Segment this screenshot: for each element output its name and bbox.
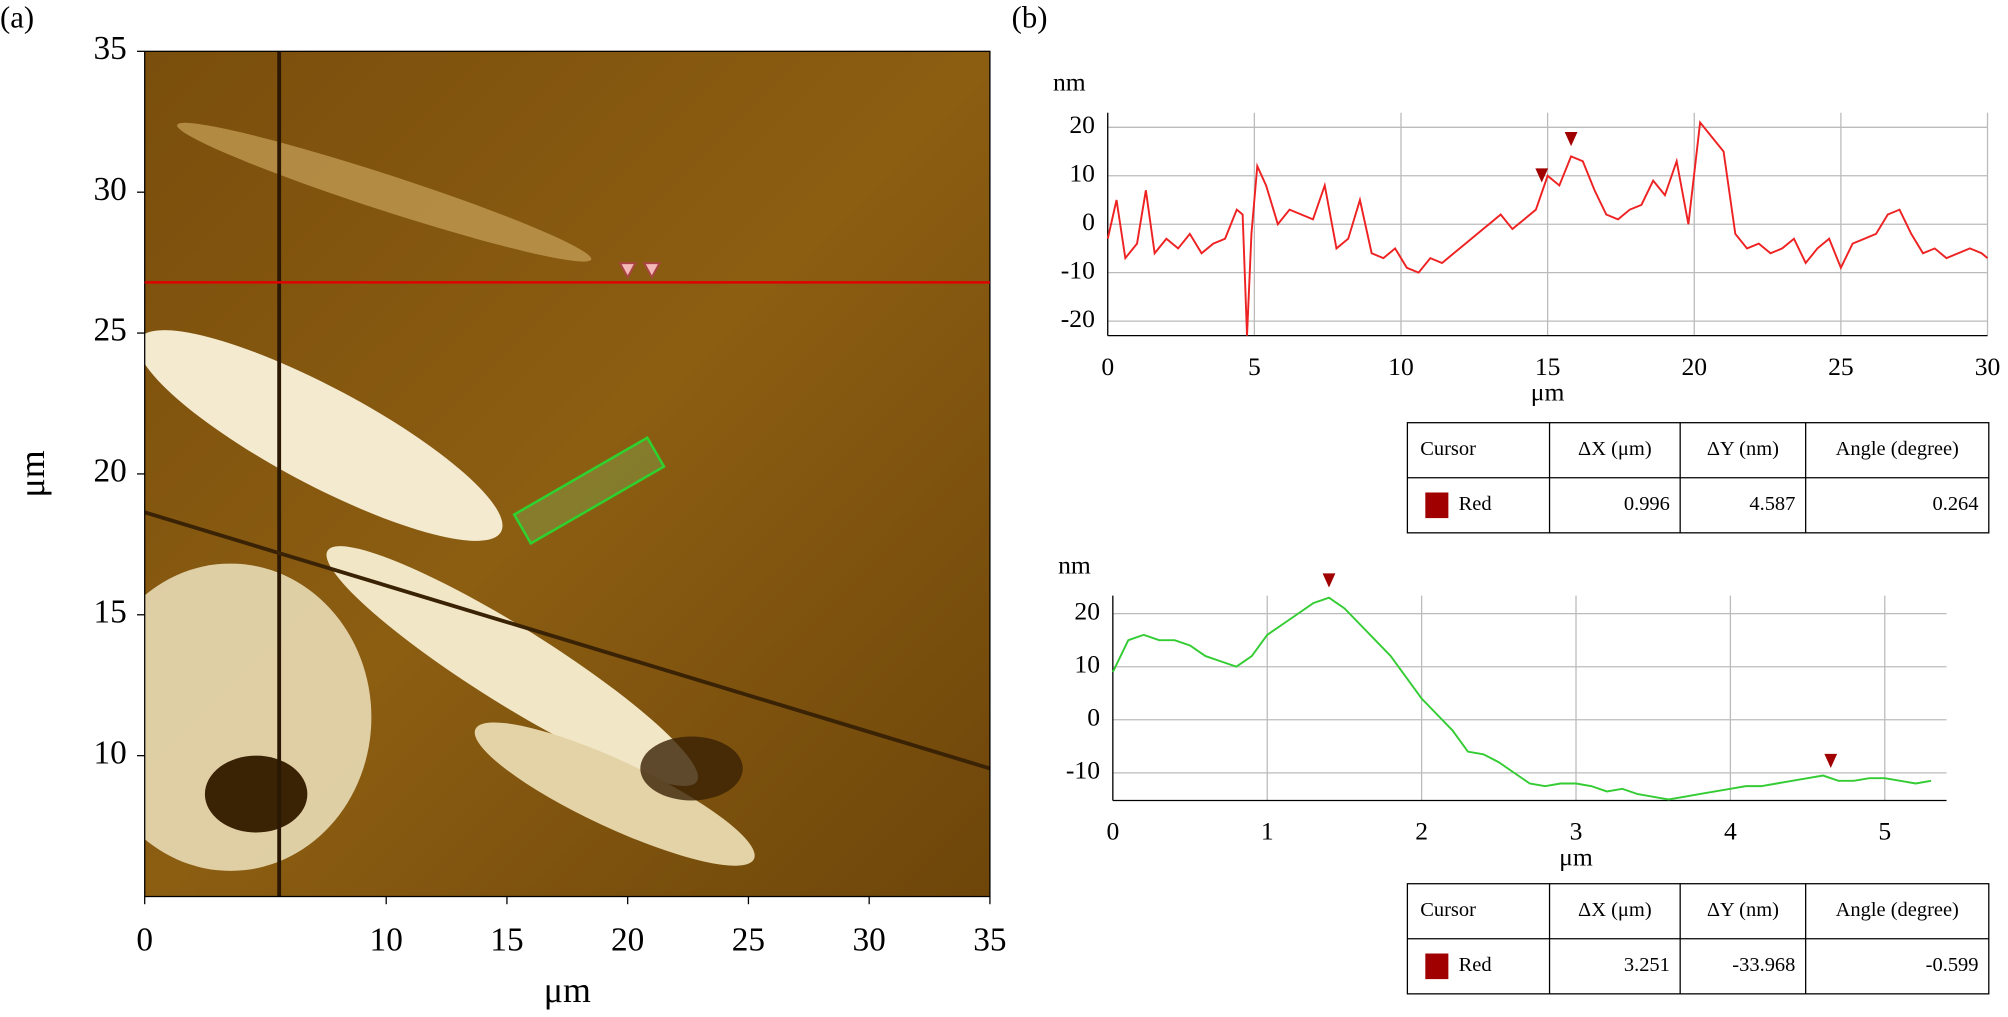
table-header: Angle (degree) [1836,899,1959,921]
x-tick-label: 20 [1681,352,1707,381]
x-axis-label: μm [1559,842,1593,871]
y-tick-label: 30 [93,171,126,208]
table-cell: -33.968 [1732,954,1795,976]
y-tick-label: 10 [93,734,126,771]
table-cell: 4.587 [1749,493,1795,515]
y-tick-label: 10 [1069,159,1095,188]
y-tick-label: 20 [1074,597,1100,626]
y-tick-label: 0 [1087,703,1100,732]
y-axis-label: nm [1058,550,1091,579]
profile-line [1106,120,1989,336]
x-tick-label: 3 [1570,817,1583,846]
y-tick-label: 20 [93,453,126,490]
x-tick-label: 15 [490,921,523,958]
x-tick-label: 5 [1248,352,1261,381]
x-axis-label: μm [1531,377,1565,406]
x-axis-label: μm [544,970,591,1010]
table-header: ΔX (μm) [1578,438,1652,460]
cursor-marker [1564,132,1578,147]
cursor-marker [618,262,637,280]
table-header: ΔY (nm) [1707,899,1779,921]
y-axis-label: nm [1053,67,1086,96]
y-tick-label: -10 [1061,256,1095,285]
x-tick-label: 20 [611,921,644,958]
x-tick-label: 4 [1724,817,1737,846]
table-cell: Red [1459,493,1492,515]
x-tick-label: 10 [370,921,403,958]
table-cell: 3.251 [1624,954,1670,976]
x-tick-label: 15 [1535,352,1561,381]
y-tick-label: 15 [93,593,126,630]
x-tick-label: 0 [136,921,153,958]
table-cell: 0.996 [1624,493,1670,515]
cursor-marker [1535,168,1549,183]
afm-image [144,51,990,897]
x-tick-label: 0 [1106,817,1119,846]
table-header: Angle (degree) [1836,438,1959,460]
cursor-marker [1322,573,1336,588]
x-tick-label: 0 [1101,352,1114,381]
x-tick-label: 25 [732,921,765,958]
x-tick-label: 2 [1415,817,1428,846]
table-cell: -0.599 [1926,954,1979,976]
x-tick-label: 30 [853,921,886,958]
y-tick-label: 20 [1069,110,1095,139]
x-tick-label: 1 [1261,817,1274,846]
y-tick-label: 10 [1074,650,1100,679]
cursor-marker [1824,753,1838,768]
y-tick-label: 0 [1082,207,1095,236]
y-tick-label: -10 [1066,756,1100,785]
panel-label: (b) [1012,1,1048,35]
legend-swatch [1425,492,1449,519]
table-header: Cursor [1420,899,1476,921]
cursor-marker [642,262,662,280]
panel-label: (a) [0,1,34,35]
x-tick-label: 5 [1878,817,1891,846]
table-header: Cursor [1420,438,1476,460]
profile-line [1111,596,1932,801]
y-tick-label: 25 [93,312,126,349]
y-tick-label: -20 [1061,304,1095,333]
legend-swatch [1425,953,1449,980]
y-tick-label: 35 [93,30,126,67]
table-header: ΔX (μm) [1578,899,1652,921]
table-header: ΔY (nm) [1707,438,1779,460]
y-axis-label: μm [12,450,52,497]
table-cell: Red [1459,954,1492,976]
x-tick-label: 25 [1828,352,1854,381]
x-tick-label: 30 [1975,352,2001,381]
table-cell: 0.264 [1932,493,1978,515]
x-tick-label: 10 [1388,352,1414,381]
x-tick-label: 35 [973,921,1006,958]
